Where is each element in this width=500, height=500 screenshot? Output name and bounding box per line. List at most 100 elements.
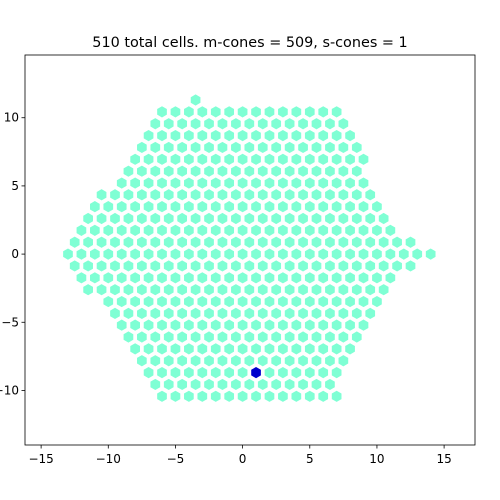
m-cone-cell <box>184 248 194 260</box>
m-cone-cell <box>150 331 161 343</box>
m-cone-cell <box>392 260 402 272</box>
m-cone-cell <box>103 248 114 260</box>
m-cone-cell <box>170 106 181 118</box>
m-cone-cell <box>110 236 120 248</box>
m-cone-cell <box>163 284 174 296</box>
chart-title: 510 total cells. m-cones = 509, s-cones … <box>92 35 407 51</box>
m-cone-cell <box>130 319 140 331</box>
m-cone-cell <box>204 307 214 320</box>
m-cone-cell <box>224 129 235 142</box>
m-cone-cell <box>177 307 188 320</box>
m-cone-cell <box>231 284 241 296</box>
m-cone-cell <box>278 390 288 402</box>
x-tick-label: 15 <box>436 452 451 466</box>
m-cone-cell <box>237 248 248 260</box>
m-cone-cell <box>157 177 167 189</box>
m-cone-cell <box>184 390 194 402</box>
m-cone-cell <box>264 153 275 165</box>
x-tick-label: 10 <box>369 452 384 466</box>
m-cone-cell <box>351 331 362 343</box>
m-cone-cell <box>331 248 342 260</box>
m-cone-cell <box>345 224 355 236</box>
m-cone-cell <box>311 189 322 201</box>
y-tick-label: −5 <box>1 315 19 329</box>
m-cone-cell <box>204 165 214 177</box>
m-cone-cell <box>237 224 248 236</box>
m-cone-cell <box>237 177 248 189</box>
m-cone-cell <box>116 248 127 260</box>
m-cone-cell <box>244 284 255 296</box>
m-cone-cell <box>177 141 188 154</box>
m-cone-cell <box>298 141 308 154</box>
m-cone-cell <box>197 272 208 284</box>
m-cone-cell <box>231 236 241 248</box>
m-cone-cell <box>143 153 154 165</box>
m-cone-cell <box>298 260 308 272</box>
m-cone-cell <box>365 307 376 320</box>
m-cone-cell <box>237 129 248 142</box>
m-cone-cell <box>271 165 282 177</box>
m-cone-cell <box>338 331 349 343</box>
m-cone-cell <box>163 307 174 320</box>
m-cone-cell <box>338 284 349 296</box>
m-cone-cell <box>291 153 302 165</box>
m-cone-cell <box>157 343 167 355</box>
m-cone-cell <box>331 319 342 331</box>
m-cone-cell <box>137 307 147 320</box>
m-cone-cell <box>210 129 221 142</box>
m-cone-cell <box>251 248 261 260</box>
m-cone-cell <box>231 355 241 367</box>
m-cone-cell <box>271 189 282 201</box>
m-cone-cell <box>298 118 308 130</box>
m-cone-cell <box>311 307 322 320</box>
m-cone-cell <box>244 212 255 225</box>
m-cone-cell <box>325 307 335 320</box>
m-cone-cell <box>217 307 228 320</box>
m-cone-cell <box>217 141 228 154</box>
m-cone-cell <box>170 129 181 142</box>
m-cone-cell <box>137 331 147 343</box>
m-cone-cell <box>204 331 214 343</box>
m-cone-cell <box>331 295 342 308</box>
m-cone-cell <box>224 366 235 379</box>
m-cone-cell <box>231 165 241 177</box>
m-cone-cell <box>264 390 275 402</box>
m-cone-cell <box>378 236 389 248</box>
m-cone-cell <box>190 141 201 154</box>
m-cone-cell <box>170 366 181 379</box>
m-cone-cell <box>123 236 134 248</box>
m-cone-cell <box>251 129 261 142</box>
m-cone-cell <box>137 212 147 225</box>
m-cone-cell <box>157 153 167 165</box>
m-cone-cell <box>157 295 167 308</box>
m-cone-cell <box>231 212 241 225</box>
m-cone-cell <box>284 331 295 343</box>
m-cone-cell <box>385 224 396 236</box>
m-cone-cell <box>284 236 295 248</box>
m-cone-cell <box>150 260 161 272</box>
m-cone-cell <box>311 236 322 248</box>
m-cone-cell <box>278 201 288 213</box>
m-cone-cell <box>231 118 241 130</box>
m-cone-cell <box>217 212 228 225</box>
m-cone-cell <box>96 284 107 296</box>
m-cone-cell <box>345 343 355 355</box>
m-cone-cell <box>217 189 228 201</box>
m-cone-cell <box>338 212 349 225</box>
m-cone-cell <box>190 189 201 201</box>
x-tick-label: −10 <box>96 452 121 466</box>
m-cone-cell <box>257 260 268 272</box>
m-cone-cell <box>130 177 140 189</box>
m-cone-cell <box>150 141 161 154</box>
m-cone-cell <box>325 212 335 225</box>
m-cone-cell <box>237 153 248 165</box>
x-tick-label: 5 <box>306 452 314 466</box>
m-cone-cell <box>244 307 255 320</box>
m-cone-cell <box>338 260 349 272</box>
m-cone-cell <box>304 224 315 236</box>
m-cone-cell <box>96 236 107 248</box>
m-cone-cell <box>224 390 235 402</box>
m-cone-cell <box>304 295 315 308</box>
m-cone-cell <box>143 201 154 213</box>
m-cone-cell <box>177 212 188 225</box>
